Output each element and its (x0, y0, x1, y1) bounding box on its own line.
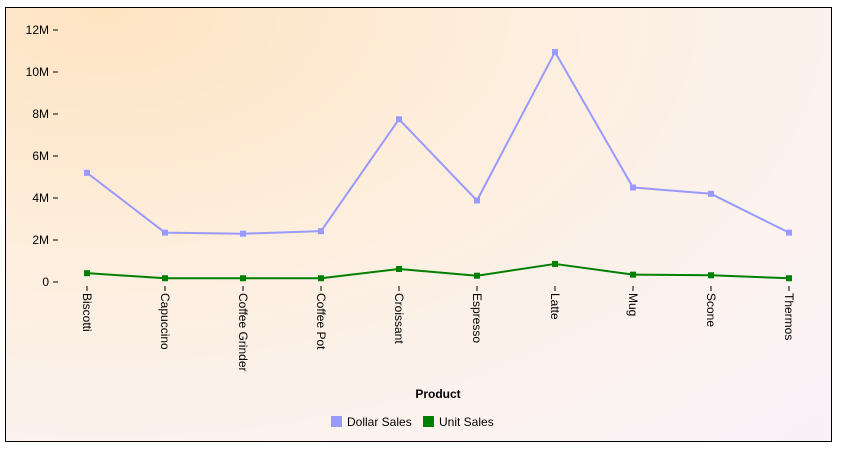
data-point (786, 275, 792, 282)
data-point (630, 184, 636, 191)
data-point (474, 197, 480, 204)
x-tick-label: Croissant (392, 293, 406, 344)
legend-swatch (423, 416, 434, 427)
data-point (162, 229, 168, 236)
x-tick-label: Coffee Pot (314, 293, 328, 350)
y-tick-label: 6M (32, 149, 49, 163)
data-point (318, 228, 324, 235)
data-point (240, 275, 246, 282)
legend-entry: Unit Sales (439, 415, 494, 429)
y-tick-label: 2M (32, 233, 49, 247)
chart-frame (5, 7, 832, 442)
x-tick-label: Mug (626, 293, 640, 316)
y-tick-label: 8M (32, 107, 49, 121)
series-line-unit-sales (86, 262, 790, 280)
data-point (708, 190, 714, 197)
x-tick-label: Biscotti (80, 293, 94, 332)
data-point (396, 116, 402, 123)
x-tick-label: Espresso (470, 293, 484, 343)
legend-swatch (331, 416, 342, 427)
x-axis: Biscotti Capuccino Coffee Grinder Coffee Po… (80, 286, 796, 372)
legend-entry: Dollar Sales (347, 415, 412, 429)
y-tick-label: 0 (42, 275, 49, 289)
series-line-dollar-sales (86, 51, 790, 235)
data-point (84, 169, 90, 176)
x-tick-label: Thermos (782, 293, 796, 340)
data-point (84, 270, 90, 277)
y-tick-label: 12M (26, 23, 49, 37)
legend: Dollar Sales Unit Sales (331, 415, 494, 429)
data-point (240, 230, 246, 237)
data-point (630, 271, 636, 278)
x-tick-label: Latte (548, 293, 562, 320)
x-tick-label: Coffee Grinder (236, 293, 250, 372)
y-tick-label: 10M (26, 65, 49, 79)
y-axis: 0 2M 4M 6M 8M 10M 12M (26, 23, 58, 289)
data-point (474, 272, 480, 279)
x-tick-label: Capuccino (158, 293, 172, 350)
y-tick-label: 4M (32, 191, 49, 205)
x-axis-label: Product (415, 387, 460, 401)
data-point (786, 229, 792, 236)
data-point (552, 49, 558, 56)
data-point (396, 265, 402, 272)
series-group (84, 49, 792, 282)
data-point (162, 275, 168, 282)
data-point (708, 272, 714, 279)
x-tick-label: Scone (704, 293, 718, 327)
data-point (318, 275, 324, 282)
data-point (552, 260, 558, 267)
